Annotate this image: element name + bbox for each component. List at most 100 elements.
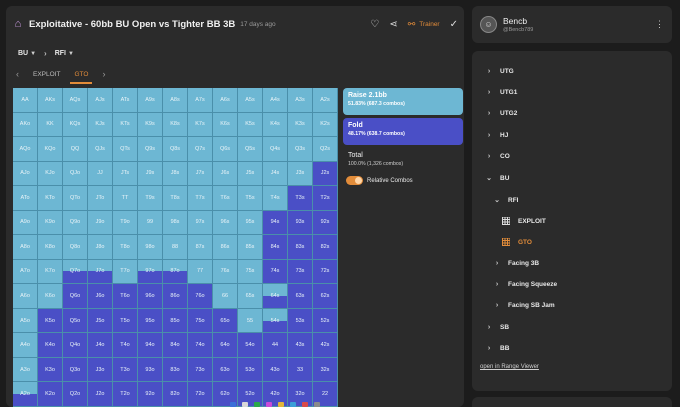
hand-cell[interactable]: 88	[163, 235, 188, 260]
hand-cell[interactable]: K9o	[38, 210, 63, 236]
hand-cell[interactable]: J9o	[88, 210, 113, 236]
hand-cell[interactable]: J3s	[288, 161, 313, 187]
hand-cell[interactable]: 73s	[288, 259, 313, 285]
hand-cell[interactable]: 22	[313, 382, 338, 407]
hand-cell[interactable]: 83o	[163, 357, 188, 383]
share-icon[interactable]: ⋖	[389, 18, 398, 30]
hand-cell[interactable]: AKs	[38, 88, 63, 113]
fold-action[interactable]: Fold 48.17% (638.7 combos)	[343, 118, 463, 145]
hand-cell[interactable]: T9o	[113, 210, 138, 236]
hand-cell[interactable]: 63o	[213, 357, 238, 383]
hand-cell[interactable]: T7o	[113, 259, 138, 285]
hand-cell[interactable]: 76o	[188, 284, 213, 309]
hand-cell[interactable]: Q2o	[63, 382, 88, 407]
hand-cell[interactable]: J4o	[88, 333, 113, 358]
hand-cell[interactable]: 87o	[163, 259, 188, 285]
taskbar-app-icon[interactable]	[230, 402, 236, 407]
hand-cell[interactable]: 85o	[163, 308, 188, 334]
open-range-viewer-link[interactable]: open in Range Viewer	[480, 364, 539, 370]
taskbar-app-icon[interactable]	[302, 402, 308, 407]
hand-cell[interactable]: 52s	[313, 308, 338, 334]
tree-item-co[interactable]: › CO	[486, 153, 510, 160]
hand-cell[interactable]: Q8o	[63, 235, 88, 260]
hand-cell[interactable]: 92s	[313, 210, 338, 236]
hand-cell[interactable]: 64s	[263, 284, 288, 309]
hand-cell[interactable]: Q8s	[163, 137, 188, 162]
hand-cell[interactable]: 95s	[238, 210, 263, 236]
hand-cell[interactable]: KTo	[38, 186, 63, 211]
check-icon[interactable]: ✓	[449, 18, 458, 30]
hand-cell[interactable]: J6s	[213, 161, 238, 187]
hand-cell[interactable]: AQo	[13, 137, 38, 162]
hand-cell[interactable]: T5s	[238, 186, 263, 211]
hand-cell[interactable]: KJo	[38, 161, 63, 187]
hand-cell[interactable]: 86s	[213, 235, 238, 260]
hand-cell[interactable]: K5o	[38, 308, 63, 334]
hand-cell[interactable]: A6o	[13, 284, 38, 309]
hand-cell[interactable]: J7o	[88, 259, 113, 285]
hand-cell[interactable]: J8o	[88, 235, 113, 260]
hand-cell[interactable]: 55	[238, 308, 263, 334]
hand-cell[interactable]: Q4s	[263, 137, 288, 162]
hand-cell[interactable]: 33	[288, 357, 313, 383]
hand-cell[interactable]: 54o	[238, 333, 263, 358]
hand-cell[interactable]: T2s	[313, 186, 338, 211]
hand-cell[interactable]: 96o	[138, 284, 163, 309]
hand-cell[interactable]: 97s	[188, 210, 213, 236]
tree-item-facing-3b[interactable]: › Facing 3B	[494, 260, 539, 267]
tree-item-gto[interactable]: GTO	[502, 238, 532, 246]
hand-cell[interactable]: KK	[38, 112, 63, 138]
hand-cell[interactable]: AA	[13, 88, 38, 113]
hand-cell[interactable]: 97o	[138, 259, 163, 285]
hand-cell[interactable]: 77	[188, 259, 213, 285]
hand-cell[interactable]: J4s	[263, 161, 288, 187]
hand-cell[interactable]: 84o	[163, 333, 188, 358]
hand-cell[interactable]: K4s	[263, 112, 288, 138]
hand-cell[interactable]: T5o	[113, 308, 138, 334]
hand-cell[interactable]: A6s	[213, 88, 238, 113]
hand-cell[interactable]: 62o	[213, 382, 238, 407]
raise-action[interactable]: Raise 2.1bb 51.83% (687.3 combos)	[343, 88, 463, 115]
hand-cell[interactable]: AKo	[13, 112, 38, 138]
hand-cell[interactable]: A7s	[188, 88, 213, 113]
chevron-left-icon[interactable]: ‹	[16, 69, 19, 79]
hand-cell[interactable]: KJs	[88, 112, 113, 138]
hand-cell[interactable]: J5o	[88, 308, 113, 334]
tree-item-utg[interactable]: › UTG	[486, 68, 514, 75]
hand-cell[interactable]: JJ	[88, 161, 113, 187]
hand-cell[interactable]: Q7o	[63, 259, 88, 285]
hand-cell[interactable]: A2s	[313, 88, 338, 113]
hand-cell[interactable]: KTs	[113, 112, 138, 138]
hand-cell[interactable]: J6o	[88, 284, 113, 309]
taskbar-app-icon[interactable]	[314, 402, 320, 407]
position-select[interactable]: BU ▼	[18, 50, 36, 57]
taskbar-app-icon[interactable]	[266, 402, 272, 407]
avatar[interactable]: ☺	[480, 16, 497, 33]
hand-cell[interactable]: 92o	[138, 382, 163, 407]
hand-cell[interactable]: 94s	[263, 210, 288, 236]
hand-cell[interactable]: K4o	[38, 333, 63, 358]
hand-cell[interactable]: Q3o	[63, 357, 88, 383]
hand-cell[interactable]: 94o	[138, 333, 163, 358]
hand-cell[interactable]: K7o	[38, 259, 63, 285]
taskbar-app-icon[interactable]	[278, 402, 284, 407]
hand-cell[interactable]: T4s	[263, 186, 288, 211]
hand-cell[interactable]: K5s	[238, 112, 263, 138]
tree-item-utg2[interactable]: › UTG2	[486, 110, 518, 117]
hand-cell[interactable]: A7o	[13, 259, 38, 285]
hand-cell[interactable]: Q5o	[63, 308, 88, 334]
hand-cell[interactable]: Q4o	[63, 333, 88, 358]
hand-cell[interactable]: A4s	[263, 88, 288, 113]
hand-cell[interactable]: 98s	[163, 210, 188, 236]
hand-cell[interactable]: 32o	[288, 382, 313, 407]
hand-cell[interactable]: 93o	[138, 357, 163, 383]
hand-cell[interactable]: QTs	[113, 137, 138, 162]
hand-cell[interactable]: 82o	[163, 382, 188, 407]
hand-cell[interactable]: Q6o	[63, 284, 88, 309]
hand-cell[interactable]: K3s	[288, 112, 313, 138]
hand-cell[interactable]: Q7s	[188, 137, 213, 162]
hand-cell[interactable]: 66	[213, 284, 238, 309]
hand-cell[interactable]: 75o	[188, 308, 213, 334]
hand-cell[interactable]: AJo	[13, 161, 38, 187]
chevron-right-icon[interactable]: ›	[102, 69, 106, 79]
